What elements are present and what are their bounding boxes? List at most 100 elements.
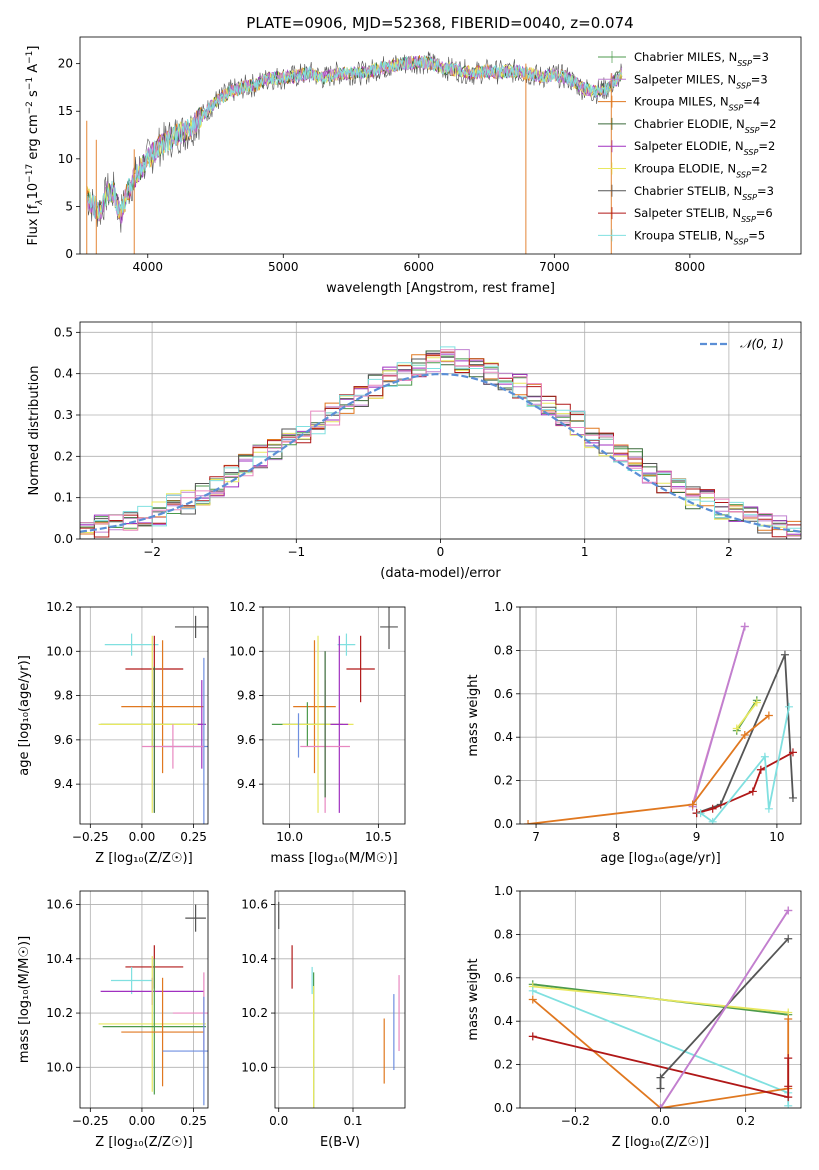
weight-marker [784, 1093, 793, 1102]
y-tick-label: 10.2 [46, 1006, 73, 1020]
y-tick-label: 10.0 [46, 1060, 73, 1074]
y-axis-label: Normed distribution [27, 366, 42, 496]
x-tick-label: 1 [581, 545, 589, 559]
x-tick-label: −0.25 [72, 1114, 109, 1128]
weight-marker [784, 1101, 793, 1108]
y-tick-label: 9.4 [237, 777, 256, 791]
age-vs-z-panel: −0.25 0.00 0.25 9.4 9.6 9.8 10.0 10.2 Z [log₁₀(Z… [17, 600, 209, 866]
x-axis-label: Z [log₁₀(Z/Z☉)] [95, 851, 192, 866]
legend-label: Salpeter STELIB, NSSP=6 [634, 206, 773, 224]
legend-label: Chabrier ELODIE, NSSP=2 [634, 117, 776, 134]
y-tick-label: 9.6 [237, 733, 256, 747]
plot-frame [79, 36, 802, 255]
y-tick-label: 0.1 [54, 491, 73, 505]
weight-line-salpeter-miles [691, 626, 746, 807]
plot-frame [519, 890, 802, 1109]
errorbar-point [380, 607, 398, 650]
weight-marker [732, 724, 741, 733]
x-tick-label: 0.0 [651, 1114, 670, 1128]
weight-line-kroupa-miles [527, 714, 770, 824]
y-axis-label: Flux [fλ10−17 erg cm−2 s−1 A−1] [25, 46, 45, 246]
y-tick-label: 9.8 [237, 689, 256, 703]
y-tick-label: 0.8 [494, 927, 513, 941]
errorbar-point [121, 977, 204, 1087]
x-axis-label: E(B-V) [320, 1135, 360, 1150]
legend-label: Chabrier MILES, NSSP=3 [634, 50, 769, 68]
x-tick-label: −1 [287, 545, 305, 559]
y-tick-label: 10.4 [46, 952, 73, 966]
plot-frame [262, 606, 406, 825]
weight-marker [528, 986, 537, 995]
legend-label: 𝒩(0, 1) [740, 337, 784, 351]
y-tick-label: 0.3 [54, 408, 73, 422]
x-tick-label: −0.25 [72, 830, 109, 844]
weight-marker [784, 1082, 793, 1091]
weight-line-kroupa-stelib [700, 706, 790, 824]
weight-line-salpeter-stelib [532, 1035, 790, 1099]
weight-marker [784, 906, 793, 915]
y-tick-label: 10.0 [229, 644, 256, 658]
errorbar-point [330, 635, 349, 813]
weight-marker [788, 793, 797, 802]
errorbar-point [110, 966, 153, 995]
weight-line-kroupa-miles [532, 998, 790, 1108]
gaussian-curve [80, 373, 801, 533]
weight-marker [708, 817, 717, 824]
plot-frame [274, 890, 406, 1109]
plot-frame [79, 606, 209, 825]
y-tick-label: 0.4 [494, 1014, 513, 1028]
legend-label: Salpeter MILES, NSSP=3 [634, 72, 768, 90]
x-tick-label: 10.5 [365, 830, 392, 844]
figure-title: PLATE=0906, MJD=52368, FIBERID=0040, z=0… [246, 14, 633, 32]
weight-marker [780, 650, 789, 659]
weight-marker [528, 995, 537, 1004]
x-tick-label: 2 [725, 545, 733, 559]
x-tick-label: 0.25 [180, 830, 207, 844]
x-tick-label: 0.2 [736, 1114, 755, 1128]
errorbar-point [121, 640, 204, 774]
errorbar-point [102, 958, 206, 1095]
x-tick-label: 0.00 [129, 1114, 156, 1128]
plot-frame [79, 890, 209, 1109]
x-tick-label: 10 [769, 830, 784, 844]
y-axis-label: mass weight [466, 958, 481, 1040]
errorbar-point [141, 724, 204, 769]
y-tick-label: 9.4 [54, 777, 73, 791]
y-axis-label: age [log₁₀(age/yr)] [17, 655, 32, 776]
y-tick-label: 0.0 [494, 817, 513, 831]
y-tick-label: 9.8 [54, 689, 73, 703]
mass-vs-ebv-panel: 0.0 0.1 10.0 10.2 10.4 10.6 E(B-V) [241, 890, 406, 1150]
weight-line-salpeter-miles [659, 910, 789, 1108]
weight-marker [708, 804, 717, 813]
x-tick-label: 0.00 [129, 830, 156, 844]
weight-line-kroupa-elodie [532, 985, 789, 1014]
y-tick-label: 0.0 [54, 532, 73, 546]
legend-label: Chabrier STELIB, NSSP=3 [634, 184, 774, 202]
y-tick-label: 0.6 [494, 687, 513, 701]
x-axis-label: mass [log₁₀(M/M☉)] [270, 851, 397, 866]
x-tick-label: 8000 [675, 260, 706, 274]
weight-marker [656, 1084, 665, 1093]
x-tick-label: 4000 [132, 260, 163, 274]
y-tick-label: 0.5 [54, 325, 73, 339]
weight-marker [784, 702, 793, 711]
x-axis-label: age [log₁₀(age/yr)] [600, 851, 721, 866]
x-axis-label: (data-model)/error [380, 566, 501, 581]
y-tick-label: 0.2 [494, 774, 513, 788]
errorbar-point [185, 904, 206, 932]
y-tick-label: 10.0 [241, 1060, 268, 1074]
y-axis-label: mass [log₁₀(M/M☉)] [17, 936, 32, 1063]
x-tick-label: 0 [437, 545, 445, 559]
legend-label: Kroupa STELIB, NSSP=5 [634, 228, 765, 246]
errorbar-point [174, 615, 208, 638]
age-vs-mass-panel: 10.0 10.5 9.4 9.6 9.8 10.0 10.2 mass [log₁₀(M/M… [229, 600, 406, 866]
plot-frame [79, 321, 802, 540]
y-tick-label: 10.2 [241, 1006, 268, 1020]
legend-label: Salpeter ELODIE, NSSP=2 [634, 139, 775, 157]
y-tick-label: 15 [58, 104, 73, 118]
weight-marker [656, 1104, 665, 1108]
weight-marker [740, 622, 749, 631]
y-tick-label: 10.4 [241, 952, 268, 966]
errorbar-point [162, 996, 208, 1106]
errorbar-point [98, 635, 206, 813]
